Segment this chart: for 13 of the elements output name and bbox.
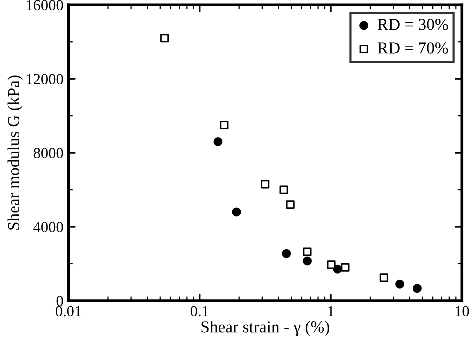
legend-label: RD = 30% — [378, 19, 448, 30]
x-axis-title: Shear strain - γ (%) — [202, 321, 330, 336]
y-tick-label: 8000 — [34, 148, 64, 158]
y-axis-title: Shear modulus G (kPa) — [8, 76, 23, 230]
legend-label: RD = 70% — [378, 42, 448, 54]
x-tick-label: 10 — [456, 306, 470, 317]
y-tick-label: 16000 — [27, 0, 64, 11]
y-tick-label: 12000 — [27, 74, 64, 85]
x-tick-label: 0.01 — [56, 306, 82, 317]
y-tick-label: 0 — [56, 296, 64, 306]
x-tick-label: 1 — [328, 306, 334, 316]
y-tick-label: 4000 — [34, 222, 64, 232]
x-tick-label: 0.1 — [190, 306, 208, 317]
